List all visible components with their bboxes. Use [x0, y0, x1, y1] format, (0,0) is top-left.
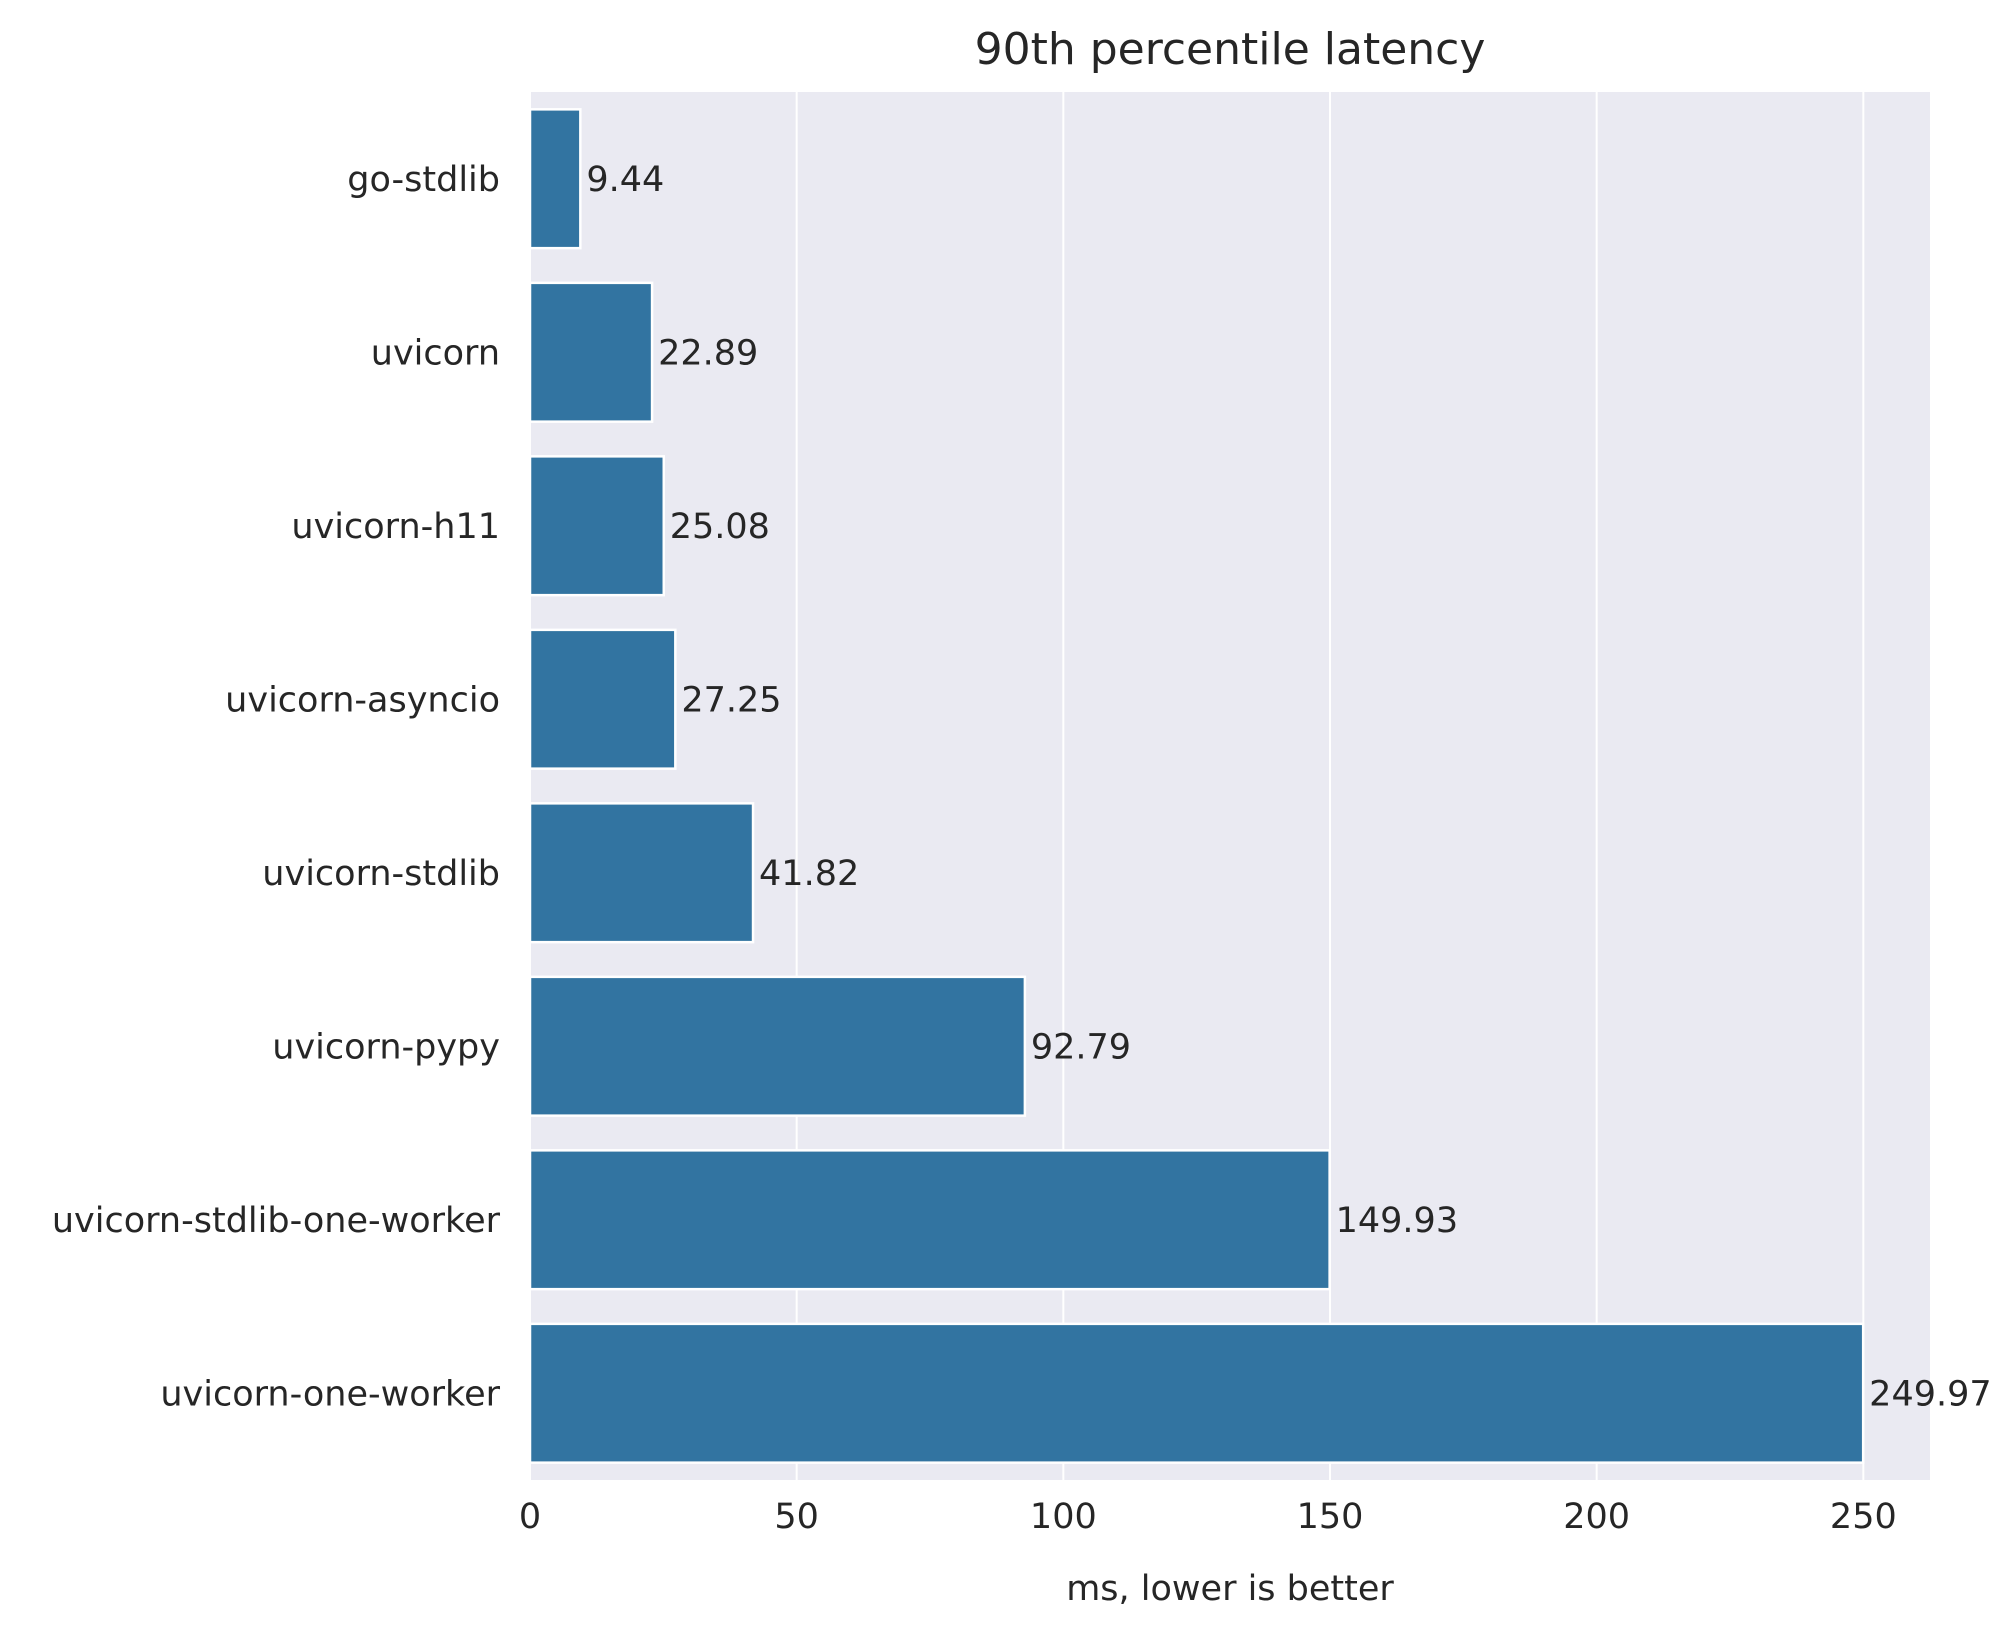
x-axis-label: ms, lower is better: [1066, 1569, 1394, 1609]
y-tick-label: uvicorn-stdlib: [262, 854, 500, 894]
data-label: 92.79: [1031, 1027, 1131, 1067]
data-label: 249.97: [1869, 1374, 1991, 1414]
bar-go-stdlib: [528, 108, 582, 250]
data-label: 25.08: [670, 507, 770, 547]
bar-uvicorn: [528, 281, 654, 423]
bar-uvicorn-h11: [528, 455, 666, 597]
y-tick-label: uvicorn-one-worker: [160, 1374, 500, 1414]
x-tick-label: 150: [1297, 1497, 1364, 1537]
x-tick-label: 200: [1563, 1497, 1630, 1537]
y-tick-label: uvicorn-asyncio: [225, 680, 500, 720]
x-tick-label: 250: [1830, 1497, 1897, 1537]
data-label: 27.25: [681, 680, 781, 720]
chart-title: 90th percentile latency: [975, 24, 1486, 75]
data-label: 22.89: [658, 333, 758, 373]
data-label: 149.93: [1336, 1201, 1458, 1241]
bars: [528, 108, 1865, 1464]
bar-uvicorn-asyncio: [528, 628, 677, 770]
x-tick-labels: 0 50 100 150 200 250: [519, 1497, 1897, 1537]
data-labels: 9.44 22.89 25.08 27.25 41.82 92.79 149.93 249.9…: [586, 160, 1991, 1415]
data-label: 9.44: [586, 160, 664, 200]
y-tick-label: uvicorn-h11: [291, 507, 500, 547]
y-tick-label: go-stdlib: [347, 160, 500, 200]
bar-uvicorn-stdlib: [528, 802, 755, 944]
x-tick-label: 100: [1030, 1497, 1097, 1537]
bar-uvicorn-pypy: [528, 975, 1027, 1117]
y-tick-label: uvicorn: [371, 333, 500, 373]
bar-uvicorn-one-worker: [528, 1322, 1865, 1464]
x-tick-label: 50: [774, 1497, 819, 1537]
bar-uvicorn-stdlib-one-worker: [528, 1149, 1331, 1291]
y-tick-label: uvicorn-stdlib-one-worker: [52, 1201, 501, 1241]
data-label: 41.82: [759, 854, 859, 894]
x-tick-label: 0: [519, 1497, 541, 1537]
y-tick-label: uvicorn-pypy: [272, 1027, 500, 1067]
y-tick-labels: go-stdlib uvicorn uvicorn-h11 uvicorn-async…: [52, 160, 501, 1415]
